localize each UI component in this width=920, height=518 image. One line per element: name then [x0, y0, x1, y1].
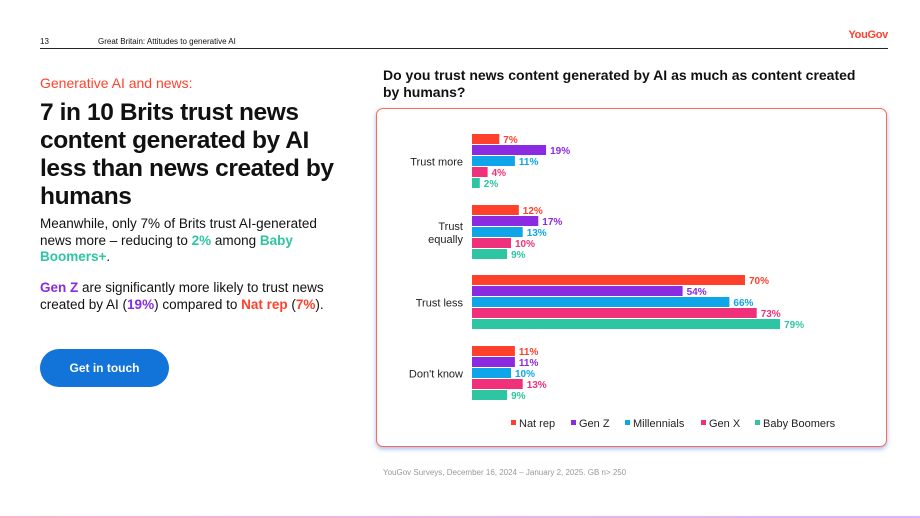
- para2-end: ).: [315, 296, 324, 312]
- headline: 7 in 10 Brits trust news content generat…: [40, 99, 334, 210]
- para1-highlight-boomers: Baby Boomers+: [40, 232, 293, 265]
- para2-text: are significantly more likely to trust n…: [40, 280, 324, 312]
- chart-question: Do you trust news content generated by A…: [383, 67, 856, 100]
- para1-end: .: [106, 249, 111, 264]
- para2-highlight-natrep: Nat rep: [241, 296, 288, 312]
- bottom-divider: [0, 516, 920, 518]
- para2-mid: ) compared to: [154, 296, 242, 312]
- page-number: 13: [40, 37, 49, 46]
- section-title: Great Britain: Attitudes to generative A…: [98, 37, 236, 46]
- eyebrow-label: Generative AI and news:: [40, 75, 193, 91]
- para2-highlight-genz-percent: 19%: [127, 296, 155, 312]
- para2-highlight-genz: Gen Z: [40, 280, 79, 295]
- para1-mid: among: [211, 232, 260, 248]
- get-in-touch-button[interactable]: Get in touch: [40, 349, 169, 387]
- source-note: YouGov Surveys, December 16, 2024 – Janu…: [383, 468, 627, 477]
- para2-highlight-natrep-percent: 7%: [295, 296, 316, 312]
- para1-text: Meanwhile, only 7% of Brits trust AI-gen…: [40, 216, 317, 248]
- top-bar: 13 Great Britain: Attitudes to generativ…: [40, 29, 888, 49]
- para1-highlight-percent: 2%: [191, 232, 212, 248]
- summary-paragraph-2: Gen Z are significantly more likely to t…: [40, 280, 350, 313]
- chart-panel: [376, 108, 887, 447]
- yougov-logo: YouGov: [848, 29, 888, 41]
- para2-paren: (: [287, 296, 296, 312]
- summary-paragraph-1: Meanwhile, only 7% of Brits trust AI-gen…: [40, 216, 350, 266]
